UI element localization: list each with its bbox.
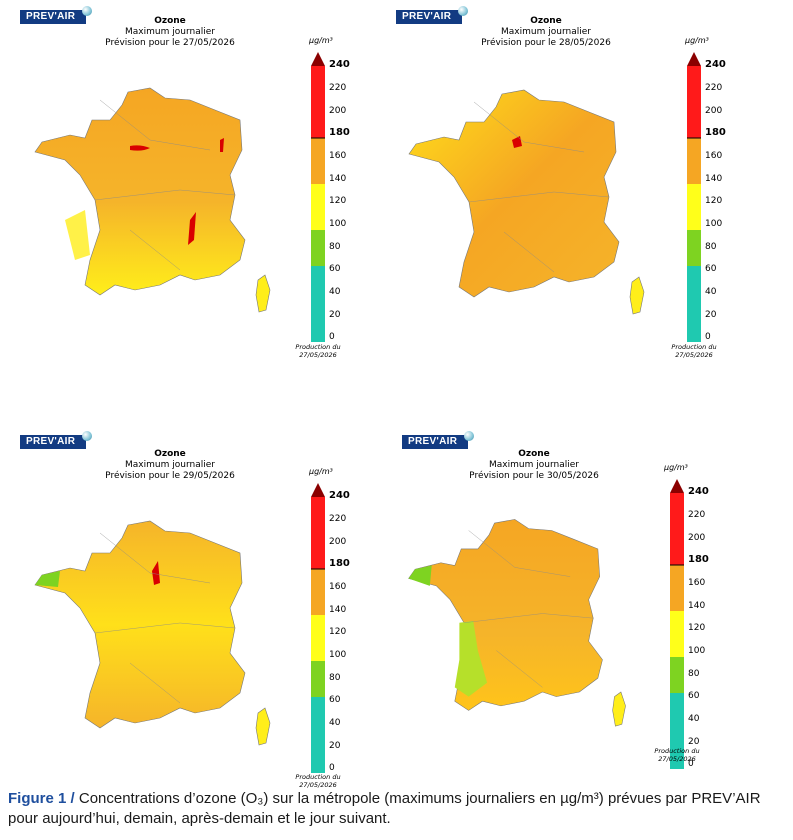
colorbar — [687, 52, 701, 342]
logo-globe-icon — [82, 6, 92, 16]
france-ozone-map — [408, 89, 645, 315]
colorbar — [311, 52, 325, 342]
logo-globe-icon — [458, 6, 468, 16]
panel-title: Ozone Maximum journalier Prévision pour … — [469, 449, 599, 481]
prevair-logo: PREV'AIR — [402, 431, 474, 449]
map-panel-1: PREV'AIR Ozone Maximum journalier Prévis… — [20, 6, 416, 400]
figure-label: Figure 1 / — [8, 790, 75, 807]
panel-title: Ozone Maximum journalier Prévision pour … — [481, 16, 611, 48]
logo-globe-icon — [82, 431, 92, 441]
production-label: Production du 27/05/2026 — [654, 747, 700, 763]
france-ozone-map — [34, 87, 271, 313]
production-label: Production du 27/05/2026 — [295, 773, 341, 789]
prevair-logo: PREV'AIR — [20, 6, 92, 24]
logo-globe-icon — [464, 431, 474, 441]
colorbar — [670, 479, 684, 769]
france-ozone-map — [34, 520, 271, 746]
unit-label: µg/m³ — [309, 36, 333, 45]
prevair-logo: PREV'AIR — [20, 431, 92, 449]
prevair-logo: PREV'AIR — [396, 6, 468, 24]
panel-title: Ozone Maximum journalier Prévision pour … — [105, 16, 235, 48]
production-label: Production du 27/05/2026 — [671, 343, 717, 359]
france-ozone-map — [408, 519, 626, 727]
map-panel-3: PREV'AIR Ozone Maximum journalier Prévis… — [20, 431, 416, 825]
map-panel-2: PREV'AIR Ozone Maximum journalier Prévis… — [396, 6, 792, 400]
figure-caption: Figure 1 / Concentrations d’ozone (O₃) s… — [8, 789, 788, 829]
panel-title: Ozone Maximum journalier Prévision pour … — [105, 449, 235, 481]
map-panel-4: PREV'AIR Ozone Maximum journalier Prévis… — [402, 431, 793, 825]
unit-label: µg/m³ — [309, 467, 333, 476]
unit-label: µg/m³ — [685, 36, 709, 45]
unit-label: µg/m³ — [664, 463, 688, 472]
colorbar — [311, 483, 325, 773]
production-label: Production du 27/05/2026 — [295, 343, 341, 359]
caption-text: Concentrations d’ozone (O₃) sur la métro… — [8, 790, 761, 827]
